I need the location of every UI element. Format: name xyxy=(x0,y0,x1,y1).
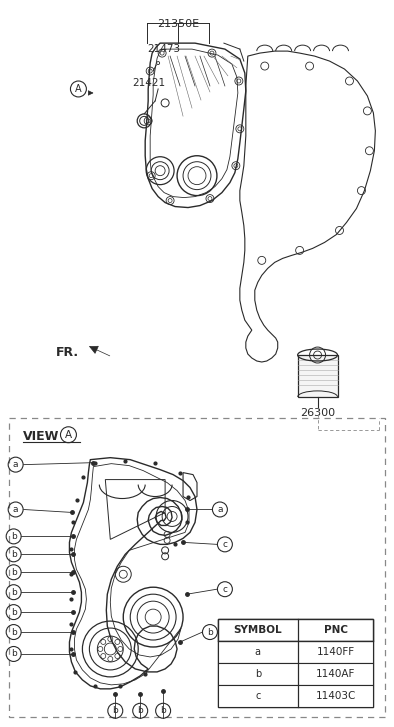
Text: 11403C: 11403C xyxy=(315,691,356,701)
Text: 1140AF: 1140AF xyxy=(316,669,355,679)
Text: a: a xyxy=(217,505,223,514)
Text: b: b xyxy=(11,608,17,616)
Text: c: c xyxy=(222,585,227,594)
Text: b: b xyxy=(11,587,17,597)
Text: c: c xyxy=(255,691,260,701)
Text: a: a xyxy=(255,647,261,657)
Text: PNC: PNC xyxy=(323,625,348,635)
Text: b: b xyxy=(11,532,17,541)
Text: 21350E: 21350E xyxy=(157,19,199,29)
Text: b: b xyxy=(207,627,213,637)
Text: VIEW: VIEW xyxy=(22,430,59,443)
Text: b: b xyxy=(112,706,118,715)
Text: b: b xyxy=(160,706,166,715)
Bar xyxy=(9,418,385,717)
Text: b: b xyxy=(11,649,17,659)
Text: 1140FF: 1140FF xyxy=(316,647,355,657)
Text: a: a xyxy=(13,460,19,469)
Text: b: b xyxy=(11,627,17,637)
Text: 21473: 21473 xyxy=(147,44,180,54)
Text: a: a xyxy=(13,505,19,514)
Bar xyxy=(218,663,374,685)
Text: b: b xyxy=(11,568,17,577)
Text: FR.: FR. xyxy=(56,345,79,358)
Text: b: b xyxy=(138,706,143,715)
Bar xyxy=(218,685,374,707)
Text: c: c xyxy=(222,540,227,549)
Bar xyxy=(297,355,338,397)
Text: b: b xyxy=(255,669,261,679)
Text: SYMBOL: SYMBOL xyxy=(234,625,282,635)
Bar xyxy=(218,641,374,663)
Text: 26300: 26300 xyxy=(300,408,335,418)
Text: A: A xyxy=(75,84,82,94)
Text: b: b xyxy=(11,550,17,559)
Bar xyxy=(218,619,374,641)
Bar xyxy=(218,619,374,707)
Text: 21421: 21421 xyxy=(132,78,165,88)
Text: A: A xyxy=(65,430,72,440)
